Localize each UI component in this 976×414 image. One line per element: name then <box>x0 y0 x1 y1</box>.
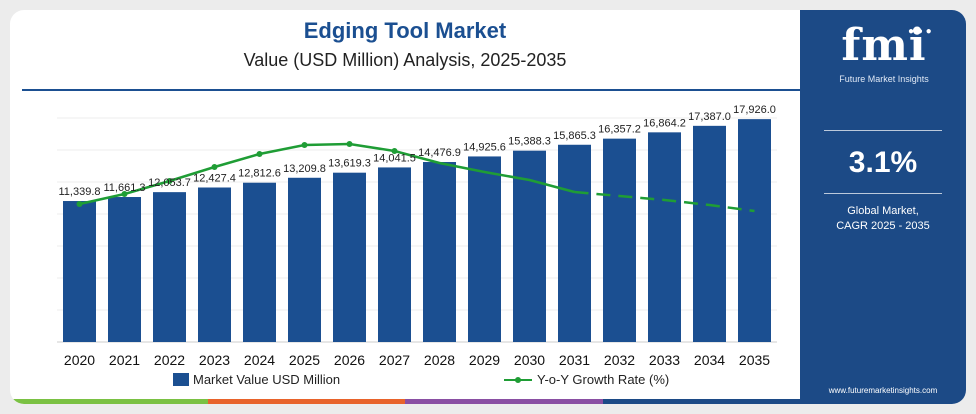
x-tick-label: 2025 <box>289 352 320 368</box>
bar-2025 <box>288 177 321 342</box>
legend: Market Value USD Million Y-o-Y Growth Ra… <box>173 372 669 387</box>
legend-line-marker <box>515 377 521 383</box>
bar-2020 <box>63 201 96 342</box>
growth-point <box>391 148 398 154</box>
bar-2032 <box>603 138 636 342</box>
bar-value-label: 13,209.8 <box>283 163 326 175</box>
bar-value-label: 11,339.8 <box>58 186 100 198</box>
growth-point <box>256 151 263 157</box>
bar-2034 <box>693 125 726 342</box>
accent-orange <box>207 399 405 404</box>
bar-value-label: 12,812.6 <box>238 168 281 180</box>
bar-value-label: 12,053.7 <box>148 177 191 189</box>
x-tick-label: 2030 <box>514 352 545 368</box>
bar-2023 <box>198 187 231 342</box>
bar-2029 <box>468 156 501 342</box>
growth-line <box>76 141 755 213</box>
chart-card: Edging Tool Market Value (USD Million) A… <box>10 10 966 404</box>
growth-point <box>76 201 83 207</box>
logo-people-icon: ● ● ● <box>908 26 932 37</box>
x-tick-label: 2033 <box>649 352 680 368</box>
growth-line-dashed <box>574 190 755 213</box>
cagr-value: 3.1% <box>848 146 918 179</box>
x-axis-ticks: 2020 2021 2022 2023 2024 2025 2026 2027 2028 2029… <box>64 352 770 368</box>
legend-bar-label: Market Value USD Million <box>193 372 340 387</box>
growth-point <box>166 178 173 184</box>
bar-2027 <box>378 167 411 342</box>
bar-value-label: 14,476.9 <box>418 147 461 159</box>
bar-2035 <box>738 119 771 342</box>
x-tick-label: 2028 <box>424 352 455 368</box>
x-tick-label: 2029 <box>469 352 500 368</box>
chart-panel: Edging Tool Market Value (USD Million) A… <box>10 10 800 404</box>
data-labels: 11,339.8 11,661.3 12,053.7 12,427.4 12,812.6… <box>58 104 775 198</box>
cagr-label: Global Market, CAGR 2025 - 2035 <box>800 204 966 234</box>
bar-value-label: 16,864.2 <box>643 117 686 129</box>
bar-value-label: 14,925.6 <box>463 141 506 153</box>
logo-wordmark: fmi <box>841 20 927 71</box>
sidebar-divider-top <box>824 130 942 131</box>
bar-value-label: 12,427.4 <box>193 172 236 184</box>
x-tick-label: 2020 <box>64 352 95 368</box>
bars <box>63 119 771 342</box>
cagr-label-line2: CAGR 2025 - 2035 <box>836 220 930 232</box>
x-tick-label: 2026 <box>334 352 365 368</box>
accent-blue <box>602 399 800 404</box>
legend-bar-swatch <box>173 373 189 386</box>
bar-value-label: 11,661.3 <box>103 182 145 194</box>
bar-value-label: 17,926.0 <box>733 104 776 116</box>
sidebar-divider-bottom <box>824 193 942 194</box>
bar-value-label: 14,041.5 <box>373 152 416 164</box>
bar-2021 <box>108 197 141 342</box>
x-tick-label: 2035 <box>739 352 770 368</box>
cagr-label-line1: Global Market, <box>847 205 919 217</box>
legend-line-label: Y-o-Y Growth Rate (%) <box>537 372 669 387</box>
growth-point <box>121 191 128 197</box>
website-link[interactable]: www.futuremarketinsights.com <box>828 386 938 395</box>
x-tick-label: 2022 <box>154 352 185 368</box>
accent-purple <box>405 399 603 404</box>
bar-2022 <box>153 192 186 342</box>
bar-2024 <box>243 182 276 342</box>
title-divider <box>22 89 800 91</box>
bar-2026 <box>333 172 366 342</box>
sidebar: fmi ● ● ● Future Market Insights 3.1% Gl… <box>800 10 966 404</box>
growth-point <box>301 142 308 148</box>
x-tick-label: 2032 <box>604 352 635 368</box>
bar-value-label: 15,865.3 <box>553 130 596 142</box>
growth-point <box>211 164 218 170</box>
bar-value-label: 15,388.3 <box>508 136 551 148</box>
x-tick-label: 2023 <box>199 352 230 368</box>
chart-title: Edging Tool Market <box>303 18 507 43</box>
x-tick-label: 2027 <box>379 352 410 368</box>
x-tick-label: 2024 <box>244 352 275 368</box>
accent-green <box>10 399 208 404</box>
x-tick-label: 2031 <box>559 352 590 368</box>
bar-value-label: 17,387.0 <box>688 111 731 123</box>
x-tick-label: 2021 <box>109 352 140 368</box>
bar-2033 <box>648 132 681 342</box>
growth-point <box>346 141 353 147</box>
bar-value-label: 13,619.3 <box>328 158 371 170</box>
chart-subtitle: Value (USD Million) Analysis, 2025-2035 <box>243 50 567 70</box>
accent-strip <box>10 399 800 404</box>
logo-caption: Future Market Insights <box>839 74 929 84</box>
bar-value-label: 16,357.2 <box>598 124 641 136</box>
bar-2031 <box>558 144 591 342</box>
growth-line-solid <box>79 142 575 206</box>
fmi-logo: fmi ● ● ● Future Market Insights <box>816 20 952 90</box>
x-tick-label: 2034 <box>694 352 725 368</box>
bar-2028 <box>423 162 456 342</box>
bar-line-chart: 11,339.8 11,661.3 12,053.7 12,427.4 12,812.6… <box>57 104 777 387</box>
